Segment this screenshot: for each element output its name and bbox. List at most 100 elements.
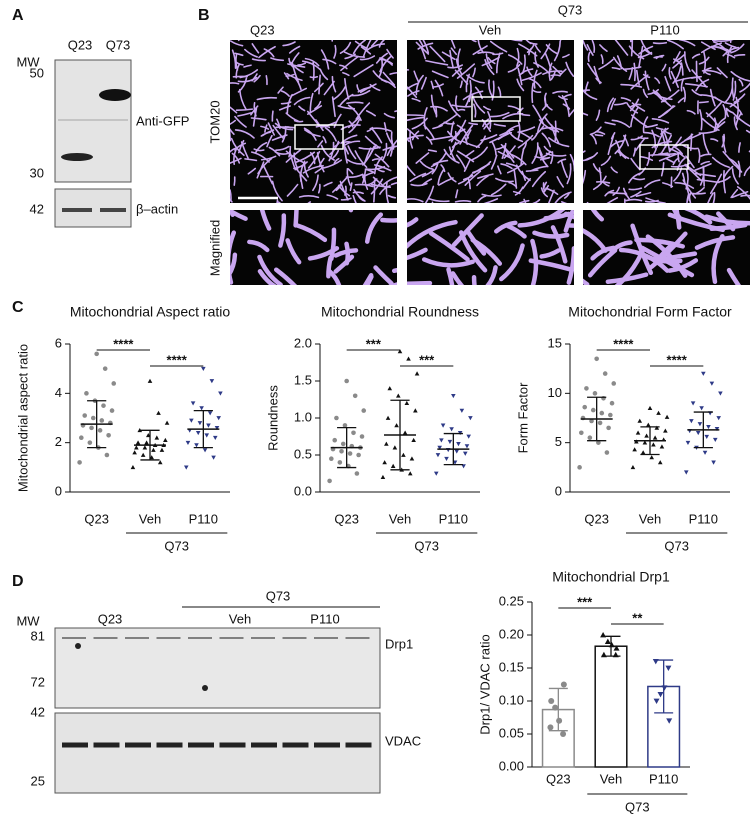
mitochondrion <box>540 43 551 60</box>
mitochondrion <box>667 258 699 273</box>
mitochondrion <box>607 135 615 156</box>
mitochondrion <box>342 71 350 77</box>
mitochondrion <box>638 45 644 69</box>
mitochondrion <box>624 192 631 200</box>
blot-label: VDAC <box>385 733 421 748</box>
data-point <box>344 378 349 384</box>
mitochondrion <box>606 97 615 113</box>
mitochondrion <box>695 78 710 92</box>
data-point <box>466 434 471 439</box>
mitochondrion <box>487 110 492 130</box>
mitochondrion <box>457 108 466 112</box>
data-point <box>185 440 191 445</box>
mitochondrion <box>483 105 491 111</box>
mitochondrion <box>304 57 320 67</box>
mitochondrion <box>322 136 327 144</box>
mitochondrion <box>739 82 750 93</box>
mitochondrion <box>472 67 476 78</box>
mitochondrion <box>701 117 720 131</box>
mitochondrion <box>287 63 306 68</box>
mitochondrion <box>497 150 513 160</box>
mitochondrion <box>711 40 734 43</box>
mitochondrion <box>710 138 719 142</box>
mitochondrion <box>346 101 364 105</box>
mitochondrion <box>477 173 494 179</box>
mitochondrion <box>683 51 691 73</box>
mitochondrion <box>350 89 371 97</box>
data-point <box>560 681 567 688</box>
mitochondrion <box>566 163 572 185</box>
data-point <box>197 421 203 426</box>
mitochondrion <box>490 154 498 170</box>
data-point <box>647 405 653 410</box>
mitochondrion <box>542 182 546 193</box>
mitochondrion <box>558 95 568 101</box>
mitochondrion <box>238 139 245 154</box>
data-point <box>361 408 367 413</box>
mitochondrion <box>252 107 258 127</box>
mitochondrion <box>261 129 275 137</box>
chart-title: Mitochondrial Form Factor <box>568 304 732 320</box>
mitochondrion <box>464 150 475 158</box>
y-tick-label: 1.5 <box>294 372 312 387</box>
mitochondrion <box>379 185 391 195</box>
mitochondrion <box>251 58 267 62</box>
mitochondrion <box>607 191 626 195</box>
mitochondrion <box>711 234 725 285</box>
data-point <box>590 407 596 413</box>
mitochondrion <box>340 134 358 144</box>
mitochondrion <box>497 86 502 98</box>
spot <box>75 643 81 649</box>
mitochondrion <box>691 53 701 59</box>
mitochondrion <box>550 74 561 77</box>
mitochondrion <box>280 90 290 97</box>
mitochondrion <box>697 148 701 163</box>
mitochondrion <box>423 107 428 130</box>
mitochondrion <box>275 145 290 151</box>
mitochondrion <box>364 168 376 174</box>
mitochondrion <box>630 223 654 276</box>
mitochondrion <box>386 48 394 59</box>
mitochondrion <box>672 66 682 84</box>
mitochondrion <box>657 152 669 156</box>
mitochondrion <box>407 164 416 177</box>
mitochondrion <box>517 134 534 149</box>
mitochondrion <box>362 174 367 183</box>
mitochondrion <box>235 63 241 79</box>
data-point <box>401 452 406 457</box>
mitochondrion <box>610 166 618 174</box>
mitochondrion <box>565 61 574 77</box>
mitochondrion <box>716 67 728 79</box>
x-tick-label: Veh <box>639 511 661 526</box>
data-point <box>594 356 599 362</box>
data-point <box>211 455 216 460</box>
mitochondrion <box>497 131 513 141</box>
data-point <box>163 437 168 443</box>
mitochondrion <box>407 219 458 249</box>
mitochondrion <box>631 102 646 112</box>
data-point <box>359 434 365 439</box>
mitochondrion <box>421 257 475 268</box>
group-label: Q73 <box>266 588 291 603</box>
data-point <box>689 419 694 424</box>
mitochondrion <box>542 70 563 75</box>
data-point <box>337 460 343 465</box>
mitochondrion <box>540 150 552 159</box>
mitochondrion <box>518 199 530 203</box>
mitochondrion <box>370 127 383 144</box>
data-point <box>397 349 403 354</box>
data-point <box>94 351 99 357</box>
mitochondrion <box>298 195 320 199</box>
mitochondrion <box>738 78 744 87</box>
y-tick-label: 1.0 <box>294 409 312 424</box>
mitochondrion <box>415 74 424 96</box>
micrographs <box>230 40 750 285</box>
mitochondrion <box>354 150 368 169</box>
y-tick-label: 0 <box>55 483 62 498</box>
mitochondrion <box>263 48 275 58</box>
mitochondrion <box>378 40 385 48</box>
data-point <box>332 437 338 443</box>
mitochondrion <box>625 102 639 114</box>
error-bar <box>443 432 463 466</box>
data-point <box>79 435 84 441</box>
